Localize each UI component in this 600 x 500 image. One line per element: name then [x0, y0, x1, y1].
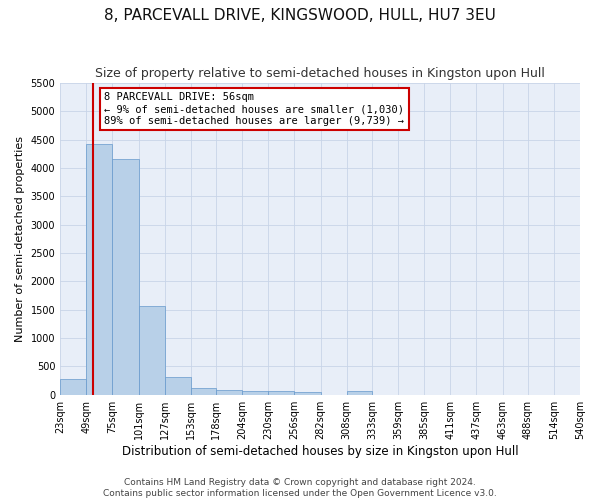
Bar	[86, 144, 112, 394]
Bar	[112, 159, 139, 394]
Bar	[347, 392, 372, 394]
Bar	[191, 388, 216, 394]
Text: 8 PARCEVALL DRIVE: 56sqm
← 9% of semi-detached houses are smaller (1,030)
89% of: 8 PARCEVALL DRIVE: 56sqm ← 9% of semi-de…	[104, 92, 404, 126]
Text: 8, PARCEVALL DRIVE, KINGSWOOD, HULL, HU7 3EU: 8, PARCEVALL DRIVE, KINGSWOOD, HULL, HU7…	[104, 8, 496, 22]
Bar	[165, 376, 191, 394]
Bar	[216, 390, 242, 394]
Bar	[60, 379, 86, 394]
Text: Contains HM Land Registry data © Crown copyright and database right 2024.
Contai: Contains HM Land Registry data © Crown c…	[103, 478, 497, 498]
Bar	[295, 392, 320, 394]
Bar	[139, 306, 165, 394]
Title: Size of property relative to semi-detached houses in Kingston upon Hull: Size of property relative to semi-detach…	[95, 68, 545, 80]
Bar	[268, 392, 295, 394]
Bar	[242, 391, 268, 394]
Y-axis label: Number of semi-detached properties: Number of semi-detached properties	[15, 136, 25, 342]
X-axis label: Distribution of semi-detached houses by size in Kingston upon Hull: Distribution of semi-detached houses by …	[122, 444, 518, 458]
